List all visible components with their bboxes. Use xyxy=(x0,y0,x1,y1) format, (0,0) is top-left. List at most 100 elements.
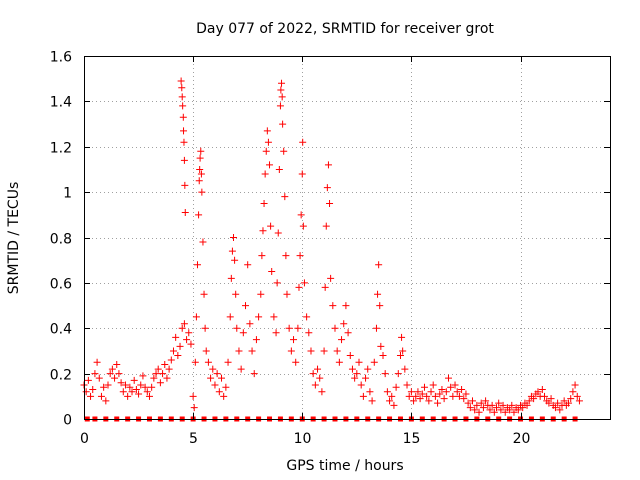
data-point xyxy=(108,365,116,373)
data-point xyxy=(340,320,348,328)
data-point xyxy=(368,397,376,405)
data-point xyxy=(227,274,235,282)
data-point xyxy=(255,313,263,321)
data-point xyxy=(178,84,186,92)
data-point xyxy=(239,329,247,337)
data-point xyxy=(311,381,319,389)
data-point xyxy=(232,290,240,298)
data-point xyxy=(201,324,209,332)
data-point xyxy=(273,279,281,287)
data-point xyxy=(181,181,189,189)
data-point xyxy=(242,302,250,310)
data-point xyxy=(218,374,226,382)
data-point xyxy=(183,336,191,344)
data-point xyxy=(137,381,145,389)
data-point xyxy=(519,404,527,412)
y-tick-label: 0.2 xyxy=(50,368,72,384)
data-point xyxy=(117,379,125,387)
data-point xyxy=(174,351,182,359)
data-point xyxy=(154,365,162,373)
data-point xyxy=(180,156,188,164)
data-point xyxy=(235,347,243,355)
data-point xyxy=(141,383,149,391)
data-point xyxy=(495,399,503,407)
x-tick-label: 5 xyxy=(189,431,198,447)
data-point xyxy=(455,392,463,400)
data-point xyxy=(163,374,171,382)
data-point xyxy=(565,399,573,407)
data-point xyxy=(420,383,428,391)
data-point xyxy=(355,358,363,366)
data-point xyxy=(560,397,568,405)
data-point xyxy=(297,211,305,219)
data-point xyxy=(449,392,457,400)
y-tick-label: 0 xyxy=(63,413,72,429)
data-point xyxy=(344,329,352,337)
data-point xyxy=(111,374,119,382)
data-point xyxy=(262,147,270,155)
data-point xyxy=(438,386,446,394)
data-point xyxy=(233,324,241,332)
data-point xyxy=(290,336,298,344)
data-point xyxy=(106,370,114,378)
data-point xyxy=(375,261,383,269)
y-tick-label: 1 xyxy=(63,186,72,202)
data-point xyxy=(261,170,269,178)
data-point xyxy=(447,383,455,391)
data-point xyxy=(300,279,308,287)
data-point xyxy=(178,93,186,101)
data-point xyxy=(199,238,207,246)
data-point xyxy=(331,324,339,332)
data-point xyxy=(567,395,575,403)
data-point xyxy=(335,358,343,366)
y-tick-label: 0.8 xyxy=(50,232,72,248)
data-point xyxy=(87,392,95,400)
data-point xyxy=(458,386,466,394)
data-point xyxy=(403,381,411,389)
data-point xyxy=(440,395,448,403)
data-point xyxy=(276,102,284,110)
data-point xyxy=(159,370,167,378)
data-point xyxy=(326,199,334,207)
y-tick-label: 0.6 xyxy=(50,277,72,293)
data-point xyxy=(258,252,266,260)
data-point xyxy=(471,406,479,414)
data-point xyxy=(412,392,420,400)
data-point xyxy=(551,404,559,412)
data-point xyxy=(376,302,384,310)
data-point xyxy=(177,77,185,85)
data-point xyxy=(104,381,112,389)
data-point xyxy=(338,336,346,344)
data-point xyxy=(346,351,354,359)
data-point xyxy=(89,386,97,394)
data-point xyxy=(215,388,223,396)
data-point xyxy=(370,358,378,366)
data-point xyxy=(541,392,549,400)
data-point xyxy=(246,320,254,328)
data-point xyxy=(464,399,472,407)
data-point xyxy=(399,347,407,355)
data-point xyxy=(197,170,205,178)
data-point xyxy=(321,283,329,291)
data-point xyxy=(167,356,175,364)
data-point xyxy=(197,147,205,155)
data-point xyxy=(179,102,187,110)
data-point xyxy=(119,388,127,396)
data-point xyxy=(113,361,121,369)
data-point xyxy=(434,399,442,407)
data-point xyxy=(198,188,206,196)
data-point xyxy=(264,138,272,146)
data-point xyxy=(383,388,391,396)
chart-points xyxy=(80,77,583,422)
data-point xyxy=(252,336,260,344)
data-point xyxy=(410,397,418,405)
data-point xyxy=(165,365,173,373)
data-point xyxy=(547,395,555,403)
data-point xyxy=(161,361,169,369)
y-axis-label: SRMTID / TECUs xyxy=(6,182,22,295)
data-point xyxy=(82,388,90,396)
data-point xyxy=(192,313,200,321)
data-point xyxy=(128,388,136,396)
data-point xyxy=(268,268,276,276)
